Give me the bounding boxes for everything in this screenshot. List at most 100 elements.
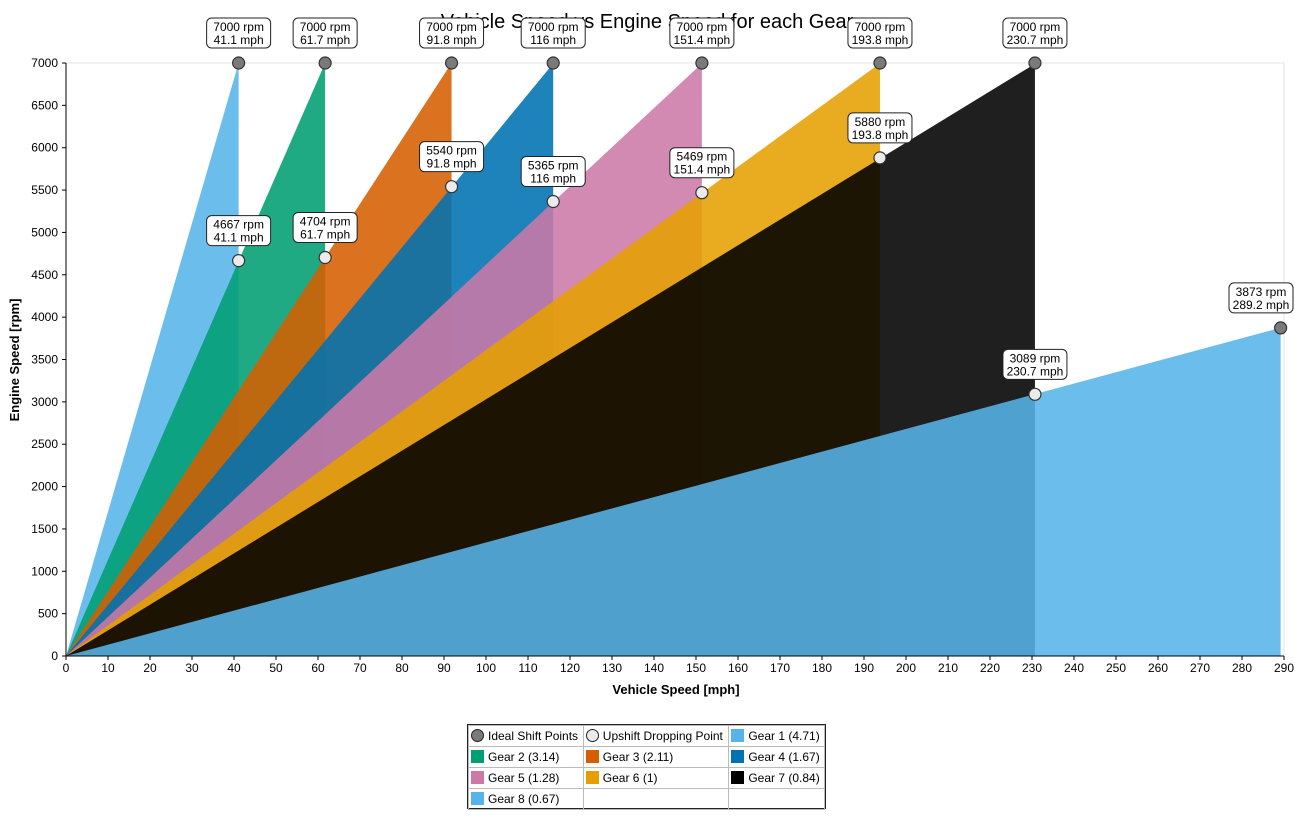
- legend-empty-cell: [582, 788, 730, 810]
- ideal-shift-point-label-text-4-1: 151.4 mph: [674, 33, 731, 47]
- x-tick-label-80: 80: [395, 661, 409, 675]
- x-tick-label-210: 210: [938, 661, 958, 675]
- upshift-drop-point-marker-0: [232, 254, 246, 268]
- y-tick-label-0: 0: [51, 649, 58, 663]
- x-tick-label-20: 20: [143, 661, 157, 675]
- ideal-shift-point-marker-5: [873, 56, 887, 70]
- y-tick-label-6000: 6000: [31, 141, 58, 155]
- upshift-drop-point-label-text-6-0: 3089 rpm: [1010, 351, 1061, 365]
- upshift-drop-point-marker-6: [1028, 387, 1042, 401]
- legend-label: Gear 8 (0.67): [488, 792, 560, 806]
- legend-empty-cell: [728, 788, 825, 810]
- y-tick-label-5000: 5000: [31, 225, 58, 239]
- legend-label: Gear 6 (1): [602, 771, 658, 785]
- y-tick-label-4000: 4000: [31, 310, 58, 324]
- y-tick-label-7000: 7000: [31, 56, 58, 70]
- upshift-drop-point-marker-5: [873, 151, 887, 165]
- upshift-drop-point-label-text-5-0: 5880 rpm: [855, 115, 906, 129]
- ideal-shift-point-label-text-0-0: 7000 rpm: [213, 20, 264, 34]
- legend-swatch: [731, 750, 745, 763]
- upshift-drop-point-label-box-0: [206, 215, 272, 247]
- legend-swatch: [731, 729, 745, 742]
- ideal-shift-point-label-box-1: [292, 17, 358, 49]
- upshift-drop-point-marker-4: [695, 186, 709, 200]
- x-tick-label-160: 160: [728, 661, 748, 675]
- legend-item: Gear 4 (1.67): [728, 746, 825, 768]
- ideal-shift-point-label-text-1-1: 61.7 mph: [300, 33, 350, 47]
- legend-label: Gear 5 (1.28): [488, 771, 560, 785]
- x-tick-label-220: 220: [980, 661, 1000, 675]
- x-tick-label-270: 270: [1190, 661, 1210, 675]
- x-tick-label-110: 110: [518, 661, 537, 675]
- upshift-drop-point-label-text-2-1: 91.8 mph: [427, 157, 477, 171]
- y-tick-label-3500: 3500: [31, 353, 58, 367]
- upshift-drop-point-label-text-0-0: 4667 rpm: [213, 218, 264, 232]
- ideal-shift-point-label-text-5-1: 193.8 mph: [852, 33, 909, 47]
- chart-title: Vehicle Speed vs Engine Speed for each G…: [441, 11, 854, 33]
- x-tick-label-170: 170: [770, 661, 790, 675]
- legend-swatch: [585, 750, 599, 763]
- x-tick-label-0: 0: [63, 661, 70, 675]
- upshift-drop-point-marker-2: [444, 180, 459, 194]
- ideal-shift-point-marker-1: [318, 56, 332, 70]
- y-tick-label-1000: 1000: [31, 564, 58, 578]
- legend: Ideal Shift Points Upshift Dropping Point…: [467, 724, 826, 810]
- y-tick-label-1500: 1500: [31, 522, 58, 536]
- y-tick-label-500: 500: [38, 607, 58, 621]
- legend-swatch: [471, 729, 484, 742]
- x-tick-label-140: 140: [644, 661, 664, 675]
- upshift-drop-point-label-box-5: [847, 112, 913, 144]
- x-axis-label: Vehicle Speed [mph]: [612, 682, 739, 697]
- x-tick-label-90: 90: [437, 661, 451, 675]
- legend-item: Gear 6 (1): [582, 767, 730, 789]
- ideal-shift-point-marker-6: [1028, 56, 1042, 70]
- x-tick-label-150: 150: [686, 661, 706, 675]
- legend-item: Upshift Dropping Point: [582, 725, 730, 747]
- upshift-drop-point-label-text-6-1: 230.7 mph: [1007, 364, 1064, 378]
- y-tick-label-2500: 2500: [31, 437, 58, 451]
- x-tick-label-230: 230: [1022, 661, 1042, 675]
- x-tick-label-180: 180: [812, 661, 832, 675]
- y-tick-label-4500: 4500: [31, 268, 58, 282]
- x-tick-label-120: 120: [560, 661, 580, 675]
- x-tick-label-50: 50: [269, 661, 283, 675]
- x-tick-label-260: 260: [1148, 661, 1168, 675]
- ideal-shift-point-label-text-7-0: 3873 rpm: [1236, 285, 1287, 299]
- ideal-shift-point-marker-7: [1274, 321, 1288, 335]
- x-tick-label-130: 130: [602, 661, 622, 675]
- upshift-drop-point-label-text-3-0: 5365 rpm: [528, 159, 579, 173]
- ideal-shift-point-label-box-4: [669, 17, 735, 49]
- legend-swatch: [731, 771, 745, 784]
- legend-item: Gear 8 (0.67): [468, 788, 584, 810]
- x-tick-label-290: 290: [1274, 661, 1294, 675]
- legend-label: Gear 4 (1.67): [748, 750, 820, 764]
- ideal-shift-point-label-box-6: [1002, 17, 1068, 49]
- ideal-shift-point-label-text-5-0: 7000 rpm: [855, 20, 906, 34]
- x-tick-label-190: 190: [854, 661, 874, 675]
- x-tick-label-40: 40: [227, 661, 241, 675]
- x-tick-label-10: 10: [101, 661, 115, 675]
- upshift-drop-point-label-text-0-1: 41.1 mph: [214, 231, 264, 245]
- upshift-drop-point-label-text-2-0: 5540 rpm: [426, 144, 477, 158]
- ideal-shift-point-label-text-0-1: 41.1 mph: [214, 33, 264, 47]
- legend-item: Ideal Shift Points: [468, 725, 584, 747]
- legend-label: Ideal Shift Points: [488, 729, 579, 743]
- ideal-shift-point-label-box-5: [847, 17, 913, 49]
- y-tick-label-5500: 5500: [31, 183, 58, 197]
- upshift-drop-point-label-box-2: [419, 141, 485, 173]
- upshift-drop-point-label-box-4: [669, 147, 735, 179]
- y-axis-label: Engine Speed [rpm]: [7, 299, 22, 422]
- x-tick-label-240: 240: [1064, 661, 1084, 675]
- legend-item: Gear 2 (3.14): [468, 746, 584, 768]
- gear-area-8: [66, 327, 1281, 656]
- ideal-shift-point-marker-4: [695, 56, 709, 70]
- legend-item: Gear 5 (1.28): [468, 767, 584, 789]
- upshift-drop-point-marker-3: [546, 194, 560, 209]
- legend-swatch: [471, 750, 484, 763]
- ideal-shift-point-label-text-1-0: 7000 rpm: [300, 20, 351, 34]
- ideal-shift-point-label-text-6-1: 230.7 mph: [1007, 33, 1064, 47]
- ideal-shift-point-marker-0: [232, 56, 246, 70]
- legend-item: Gear 7 (0.84): [728, 767, 825, 789]
